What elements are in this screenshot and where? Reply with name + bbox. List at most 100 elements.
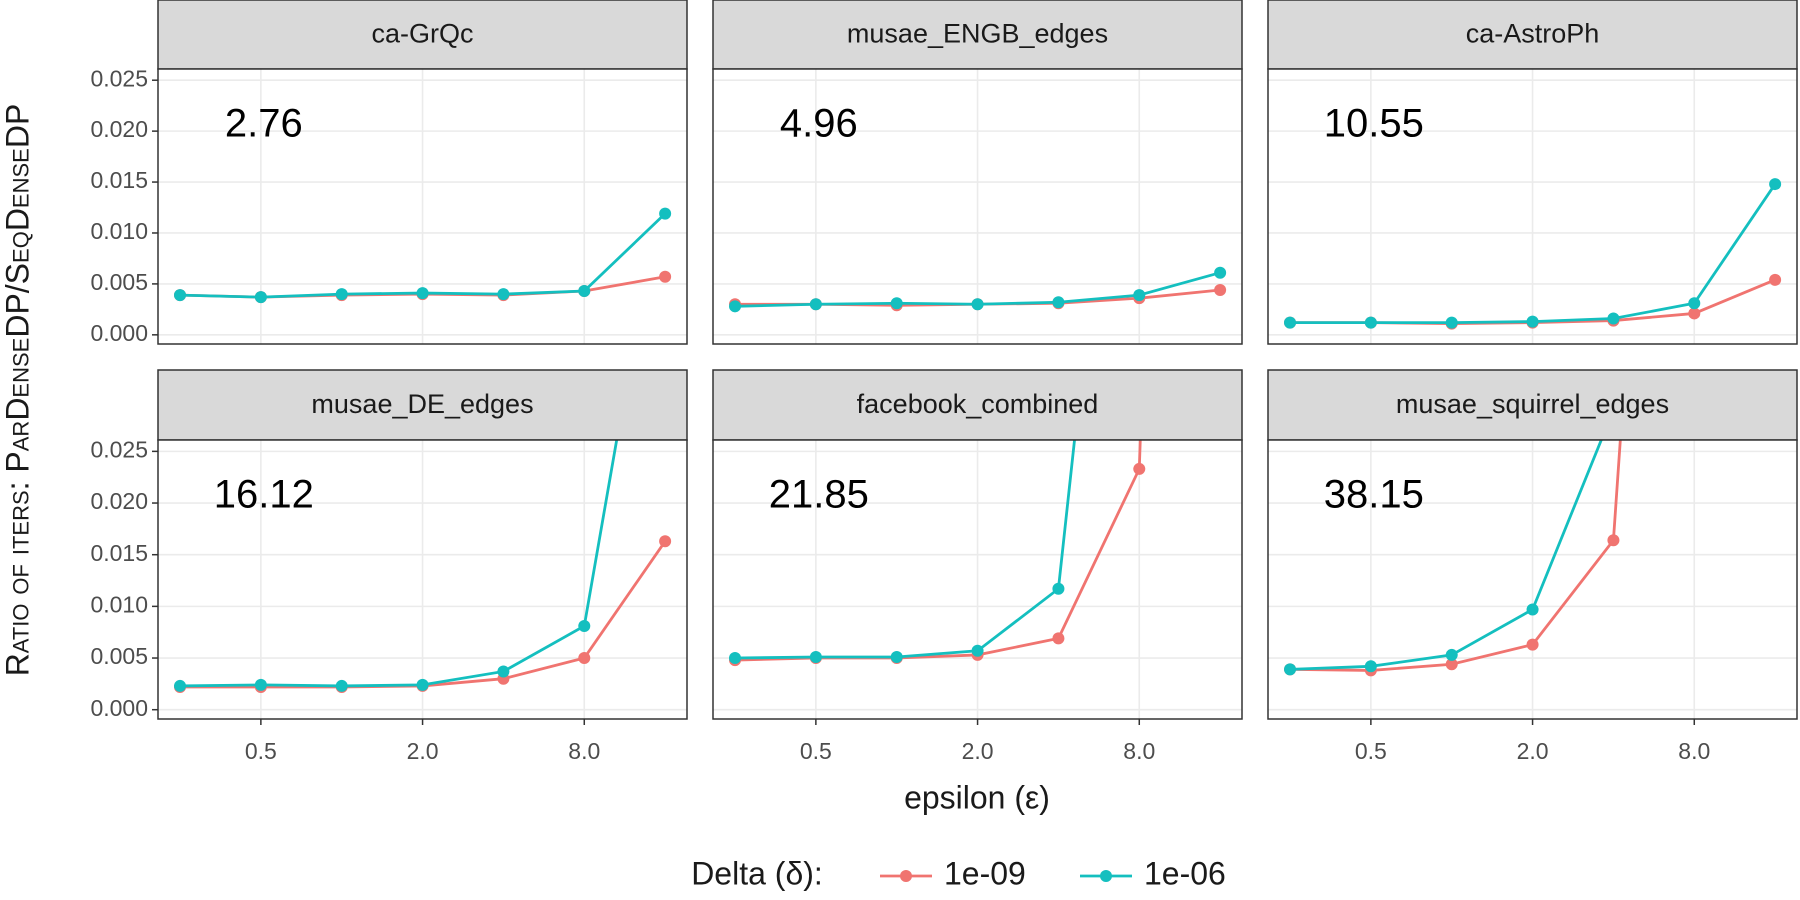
panel-title: musae_ENGB_edges — [847, 19, 1108, 49]
data-point — [1445, 658, 1458, 671]
data-point — [1364, 660, 1377, 673]
data-point — [1769, 178, 1782, 191]
y-axis-label: Ratio of iters: ParDenseDP/SeqDenseDP — [0, 104, 35, 677]
data-point — [1052, 296, 1065, 309]
annotation: 21.85 — [769, 473, 869, 517]
data-point — [174, 289, 187, 302]
y-tick-label: 0.015 — [90, 540, 148, 566]
panel-border — [1267, 439, 1798, 720]
strip — [1267, 0, 1798, 70]
panel-title: ca-AstroPh — [1466, 19, 1600, 49]
data-point — [1052, 632, 1065, 645]
data-point — [578, 652, 591, 665]
legend-title: Delta (δ): — [691, 855, 823, 891]
panel-border — [157, 439, 688, 720]
panel-plot — [174, 207, 672, 304]
data-point — [578, 285, 591, 298]
x-tick-label: 2.0 — [1517, 738, 1549, 764]
data-point — [497, 665, 510, 678]
data-point — [1133, 289, 1146, 302]
data-point — [1364, 316, 1377, 329]
y-tick-label: 0.020 — [90, 488, 148, 514]
x-tick-label: 0.5 — [1355, 738, 1387, 764]
x-axis-label: epsilon (ε) — [904, 779, 1050, 815]
panel-border — [157, 68, 688, 345]
data-point — [1052, 582, 1065, 595]
x-tick-label: 8.0 — [568, 738, 600, 764]
annotation: 16.12 — [214, 473, 314, 517]
data-point — [254, 678, 267, 691]
x-tick-label: 0.5 — [800, 738, 832, 764]
data-point — [890, 297, 903, 310]
data-point — [1445, 648, 1458, 661]
annotation: 4.96 — [780, 102, 858, 146]
panel-title: musae_squirrel_edges — [1396, 389, 1669, 419]
data-point — [1688, 297, 1701, 310]
data-point — [1526, 315, 1539, 328]
data-point — [1526, 603, 1539, 616]
legend-marker — [1100, 870, 1112, 882]
data-point — [659, 207, 672, 220]
y-tick-label: 0.000 — [90, 695, 148, 721]
strip — [157, 0, 688, 70]
data-point — [1284, 316, 1297, 329]
panel-border — [712, 439, 1243, 720]
data-point — [416, 678, 429, 691]
data-point — [1214, 266, 1227, 279]
y-tick-label: 0.000 — [90, 320, 148, 346]
data-point — [1526, 638, 1539, 651]
data-point — [890, 651, 903, 663]
y-tick-label: 0.025 — [90, 65, 148, 91]
y-tick-label: 0.005 — [90, 269, 148, 295]
data-point — [1214, 284, 1227, 297]
strip — [712, 0, 1243, 70]
data-point — [659, 270, 672, 283]
legend-label: 1e-09 — [944, 855, 1026, 891]
x-tick-label: 2.0 — [962, 738, 994, 764]
panel-border — [1267, 68, 1798, 345]
x-tick-label: 8.0 — [1123, 738, 1155, 764]
x-tick-label: 2.0 — [407, 738, 439, 764]
data-point — [578, 620, 591, 632]
strip — [1267, 369, 1798, 441]
strip — [712, 369, 1243, 441]
data-point — [335, 288, 348, 301]
data-point — [971, 298, 984, 311]
data-point — [254, 291, 267, 304]
panel-border — [712, 68, 1243, 345]
x-tick-label: 8.0 — [1678, 738, 1710, 764]
y-tick-label: 0.025 — [90, 436, 148, 462]
panel-title: ca-GrQc — [371, 19, 473, 49]
data-point — [729, 300, 742, 313]
data-point — [1607, 534, 1620, 547]
y-tick-label: 0.020 — [90, 116, 148, 142]
panel-title: musae_DE_edges — [311, 389, 533, 419]
y-tick-label: 0.010 — [90, 218, 148, 244]
data-point — [1133, 462, 1146, 475]
y-tick-label: 0.010 — [90, 591, 148, 617]
y-tick-label: 0.005 — [90, 643, 148, 669]
data-point — [497, 288, 510, 301]
legend-marker — [900, 870, 912, 882]
panel-plot — [729, 266, 1227, 313]
annotation: 2.76 — [225, 102, 303, 146]
annotation: 38.15 — [1324, 473, 1424, 517]
data-point — [1284, 663, 1297, 676]
y-tick-label: 0.015 — [90, 167, 148, 193]
x-tick-label: 0.5 — [245, 738, 277, 764]
data-point — [1688, 307, 1701, 320]
panel-plot — [729, 440, 1146, 667]
data-point — [1769, 273, 1782, 286]
strip — [157, 369, 688, 441]
data-point — [809, 298, 822, 311]
data-point — [1445, 316, 1458, 329]
panel-plot — [1284, 178, 1782, 330]
panel-plot — [1284, 440, 1622, 677]
data-point — [1607, 312, 1620, 325]
data-point — [729, 652, 742, 665]
annotation: 10.55 — [1324, 102, 1424, 146]
legend-label: 1e-06 — [1144, 855, 1226, 891]
data-point — [174, 679, 187, 692]
data-point — [809, 651, 822, 663]
